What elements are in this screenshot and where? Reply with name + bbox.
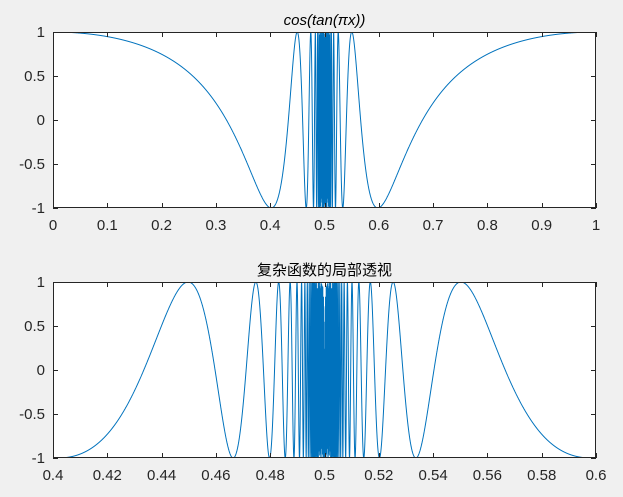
plot-bottom-xtick-label: 0.56 bbox=[473, 467, 502, 484]
plot-bottom-xtick-label: 0.46 bbox=[201, 467, 230, 484]
plot-bottom-series-line bbox=[53, 282, 596, 458]
plot-top-xtick-label: 0 bbox=[49, 217, 57, 234]
plot-bottom-xtick-label: 0.4 bbox=[43, 467, 64, 484]
plot-bottom-series-layer bbox=[53, 282, 596, 458]
plot-bottom-ytick-label: 1 bbox=[37, 274, 45, 291]
plot-top-series-layer bbox=[53, 32, 596, 208]
plot-top-series-line bbox=[53, 32, 596, 208]
plot-top-ytick-label: 1 bbox=[37, 24, 45, 41]
plot-top: 0 0.1 0.2 0.3 0.4 0.5 0.6 0.7 0.8 0.9 1 -1 -0.5 0 0.5 1… bbox=[19, 12, 600, 234]
plot-top-ytick-label: 0.5 bbox=[24, 68, 45, 85]
plot-bottom-xtick-label: 0.58 bbox=[527, 467, 556, 484]
plot-top-ytick-label: -1 bbox=[32, 200, 45, 217]
plot-top-xtick-label: 0.2 bbox=[151, 217, 172, 234]
plot-top-xtick-label: 0.7 bbox=[423, 217, 444, 234]
plot-bottom-xtick-label: 0.52 bbox=[364, 467, 393, 484]
plot-bottom-xtick-label: 0.42 bbox=[93, 467, 122, 484]
plot-bottom-xtick-label: 0.48 bbox=[256, 467, 285, 484]
plot-bottom-ytick-label: -0.5 bbox=[19, 406, 45, 423]
plot-bottom-ytick-label: 0.5 bbox=[24, 318, 45, 335]
plot-top-title: cos(tan(πx)) bbox=[284, 12, 366, 29]
plot-top-ytick-label: -0.5 bbox=[19, 156, 45, 173]
plot-top-ytick-label: 0 bbox=[37, 112, 45, 129]
plot-bottom-xtick-label: 0.54 bbox=[418, 467, 447, 484]
plot-top-ticks: 0 0.1 0.2 0.3 0.4 0.5 0.6 0.7 0.8 0.9 1 -1 -0.5 0 0.5 1 bbox=[19, 24, 600, 234]
plot-bottom-xtick-label: 0.5 bbox=[314, 467, 335, 484]
plot-bottom-title: 复杂函数的局部透视 bbox=[257, 261, 392, 279]
plot-bottom-xtick-label: 0.44 bbox=[147, 467, 176, 484]
plot-bottom-xtick-label: 0.6 bbox=[586, 467, 607, 484]
plot-bottom-ticks: 0.4 0.42 0.44 0.46 0.48 0.5 0.52 0.54 0.56 0.58 0.… bbox=[19, 274, 606, 484]
plot-top-xtick-label: 0.6 bbox=[368, 217, 389, 234]
plot-bottom: 0.4 0.42 0.44 0.46 0.48 0.5 0.52 0.54 0.56 0.58 0.… bbox=[19, 261, 606, 484]
plot-top-xtick-label: 0.8 bbox=[477, 217, 498, 234]
plot-bottom-ytick-label: 0 bbox=[37, 362, 45, 379]
plot-top-xtick-label: 1 bbox=[592, 217, 600, 234]
plot-bottom-ytick-label: -1 bbox=[32, 450, 45, 467]
plot-top-xtick-label: 0.3 bbox=[205, 217, 226, 234]
plot-top-xtick-label: 0.4 bbox=[260, 217, 281, 234]
plot-top-xtick-label: 0.1 bbox=[97, 217, 118, 234]
plot-top-xtick-label: 0.9 bbox=[531, 217, 552, 234]
plot-top-xtick-label: 0.5 bbox=[314, 217, 335, 234]
